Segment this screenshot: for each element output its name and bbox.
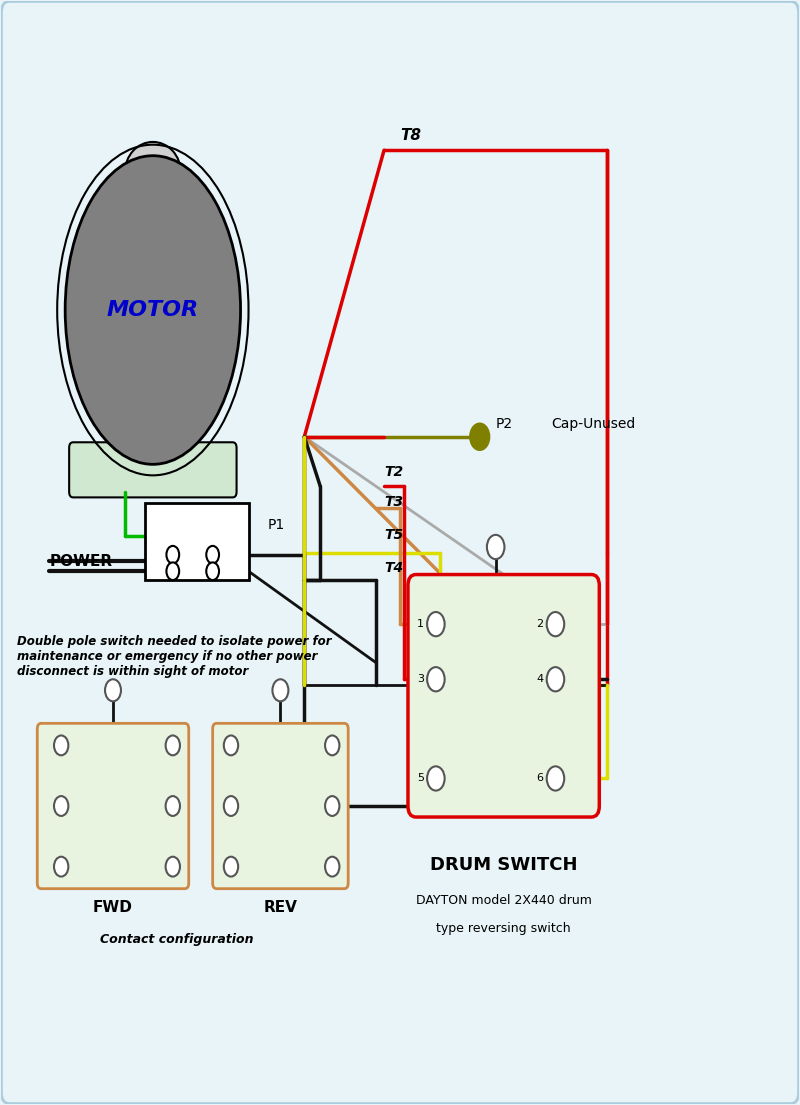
Circle shape — [487, 535, 505, 559]
Text: Double pole switch needed to isolate power for
maintenance or emergency if no ot: Double pole switch needed to isolate pow… — [18, 635, 332, 678]
Circle shape — [54, 796, 68, 815]
Text: 3: 3 — [417, 674, 424, 684]
Text: Contact configuration: Contact configuration — [100, 933, 254, 946]
FancyBboxPatch shape — [145, 503, 249, 580]
Circle shape — [166, 546, 179, 564]
Text: P1: P1 — [267, 518, 285, 532]
Circle shape — [273, 680, 288, 702]
Text: 5: 5 — [52, 849, 59, 859]
Circle shape — [166, 562, 179, 580]
Circle shape — [166, 856, 180, 876]
Text: 6: 6 — [537, 774, 543, 783]
Circle shape — [427, 767, 445, 790]
Text: DAYTON model 2X440 drum: DAYTON model 2X440 drum — [416, 894, 591, 907]
Circle shape — [54, 856, 68, 876]
Ellipse shape — [65, 156, 241, 464]
Text: 6: 6 — [172, 849, 178, 859]
Circle shape — [54, 736, 68, 756]
Circle shape — [206, 546, 219, 564]
Circle shape — [105, 680, 121, 702]
FancyBboxPatch shape — [69, 442, 237, 497]
Circle shape — [206, 562, 219, 580]
Text: 4: 4 — [172, 788, 178, 798]
Text: T5: T5 — [384, 528, 403, 541]
FancyBboxPatch shape — [408, 575, 599, 817]
Text: FWD: FWD — [93, 899, 133, 915]
Circle shape — [224, 736, 238, 756]
Circle shape — [546, 667, 564, 692]
Text: Cap-Unused: Cap-Unused — [551, 418, 636, 431]
Circle shape — [546, 612, 564, 636]
FancyBboxPatch shape — [213, 724, 348, 888]
Text: REV: REV — [263, 899, 298, 915]
Circle shape — [427, 612, 445, 636]
Text: 2: 2 — [172, 728, 178, 738]
Circle shape — [546, 767, 564, 790]
Circle shape — [166, 736, 180, 756]
Circle shape — [325, 736, 339, 756]
Text: T2: T2 — [384, 465, 403, 480]
Text: T8: T8 — [400, 128, 421, 144]
Circle shape — [325, 796, 339, 815]
Text: DRUM SWITCH: DRUM SWITCH — [430, 855, 578, 874]
Text: POWER: POWER — [50, 554, 112, 569]
FancyBboxPatch shape — [38, 724, 189, 888]
Text: 3: 3 — [52, 788, 59, 798]
Text: 5: 5 — [417, 774, 424, 783]
Circle shape — [325, 856, 339, 876]
Text: 1: 1 — [52, 728, 59, 738]
Circle shape — [427, 667, 445, 692]
Circle shape — [470, 423, 490, 450]
Text: 4: 4 — [536, 674, 543, 684]
Text: type reversing switch: type reversing switch — [436, 922, 571, 935]
Text: 1: 1 — [417, 619, 424, 629]
Text: P2: P2 — [496, 418, 513, 431]
Text: T4: T4 — [384, 561, 403, 575]
Circle shape — [166, 796, 180, 815]
Text: MOTOR: MOTOR — [106, 301, 199, 320]
Circle shape — [224, 856, 238, 876]
Text: T3: T3 — [384, 495, 403, 508]
Circle shape — [224, 796, 238, 815]
Text: 2: 2 — [536, 619, 543, 629]
Ellipse shape — [125, 141, 181, 202]
